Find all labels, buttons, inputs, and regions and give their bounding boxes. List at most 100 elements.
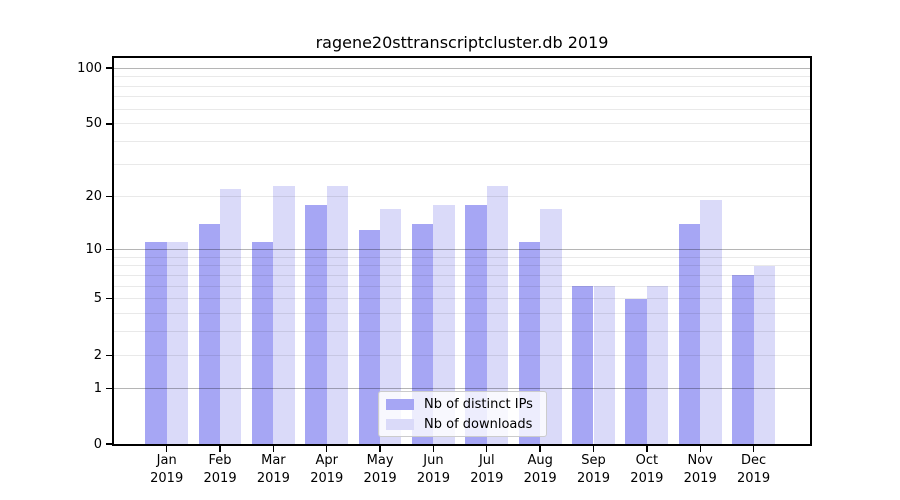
- x-tick-year-jun: 2019: [416, 470, 450, 486]
- bar-downloads-aug: [540, 209, 562, 444]
- minor-gridline-80: [114, 85, 810, 87]
- y-tick-label-5: 5: [93, 291, 102, 307]
- x-tick-month-jul: Jul: [478, 453, 495, 468]
- x-tick-month-apr: Apr: [315, 453, 339, 468]
- bar-ips-apr: [305, 204, 327, 444]
- bar-downloads-may: [380, 209, 402, 444]
- y-tick-label-10: 10: [85, 241, 102, 257]
- x-tick-year-nov: 2019: [683, 470, 717, 486]
- bar-ips-may: [358, 229, 381, 444]
- x-tick-month-jan: Jan: [156, 453, 177, 468]
- y-tick-0: [106, 443, 112, 445]
- x-tick-month-aug: Aug: [527, 453, 553, 468]
- x-tick-month-mar: Mar: [261, 453, 286, 468]
- x-tick-aug: [539, 446, 541, 452]
- y-tick-label-100: 100: [77, 60, 102, 76]
- bar-ips-oct: [625, 298, 647, 444]
- legend: Nb of distinct IPs Nb of downloads: [378, 391, 547, 437]
- minor-gridline-50: [114, 123, 810, 125]
- minor-gridline-2: [114, 354, 810, 356]
- bar-downloads-dec: [753, 265, 775, 444]
- major-gridline-1: [114, 387, 810, 389]
- x-tick-year-dec: 2019: [737, 470, 771, 486]
- x-tick-jun: [432, 446, 435, 452]
- x-tick-month-sep: Sep: [581, 453, 606, 468]
- x-tick-label-jan: Jan 2019: [136, 452, 198, 487]
- bar-ips-jan: [145, 242, 167, 444]
- legend-swatch-distinct-ips: [386, 398, 414, 410]
- minor-gridline-9: [114, 256, 810, 258]
- minor-gridline-5: [114, 298, 810, 300]
- x-tick-jan: [166, 446, 168, 452]
- x-tick-label-mar: Mar 2019: [242, 452, 304, 487]
- plot-area: [112, 56, 812, 446]
- x-tick-label-sep: Sep 2019: [563, 452, 625, 487]
- x-tick-dec: [752, 446, 755, 452]
- x-tick-sep: [592, 446, 595, 452]
- bar-downloads-nov: [700, 200, 722, 444]
- x-tick-month-dec: Dec: [740, 453, 767, 468]
- x-tick-year-feb: 2019: [203, 470, 237, 486]
- bar-ips-nov: [678, 223, 701, 444]
- x-tick-month-feb: Feb: [208, 453, 232, 468]
- bar-downloads-mar: [273, 185, 295, 444]
- y-tick-50: [106, 123, 112, 125]
- x-tick-label-jun: Jun 2019: [402, 452, 464, 487]
- x-tick-may: [379, 446, 381, 452]
- bar-downloads-feb: [220, 188, 242, 444]
- bar-downloads-sep: [593, 286, 615, 444]
- major-gridline-10: [114, 248, 810, 250]
- bar-downloads-jan: [166, 242, 189, 444]
- x-tick-mar: [272, 446, 275, 452]
- y-tick-label-20: 20: [85, 188, 102, 204]
- x-tick-month-may: May: [366, 453, 394, 468]
- chart-title: ragene20sttranscriptcluster.db 2019: [315, 33, 609, 52]
- bar-ips-dec: [732, 275, 754, 444]
- minor-gridline-7: [114, 274, 810, 276]
- y-tick-10: [106, 248, 112, 250]
- legend-entry-downloads: Nb of downloads: [386, 416, 546, 432]
- x-tick-month-nov: Nov: [687, 453, 713, 468]
- minor-gridline-8: [114, 265, 810, 267]
- x-tick-label-feb: Feb 2019: [189, 452, 251, 487]
- bar-downloads-oct: [646, 286, 669, 444]
- x-tick-month-oct: Oct: [635, 453, 659, 468]
- x-tick-year-jan: 2019: [150, 470, 184, 486]
- x-tick-feb: [219, 446, 221, 452]
- minor-gridline-40: [114, 141, 810, 143]
- y-tick-label-1: 1: [93, 380, 102, 396]
- minor-gridline-4: [114, 313, 810, 315]
- x-tick-label-may: May 2019: [349, 452, 411, 487]
- bar-ips-mar: [252, 242, 274, 444]
- x-tick-apr: [326, 446, 328, 452]
- legend-entry-distinct-ips: Nb of distinct IPs: [386, 396, 546, 412]
- x-tick-year-jul: 2019: [470, 470, 504, 486]
- x-tick-label-nov: Nov 2019: [669, 452, 731, 487]
- x-tick-label-oct: Oct 2019: [616, 452, 678, 487]
- bar-downloads-jun: [433, 204, 455, 444]
- x-tick-jul: [486, 446, 488, 452]
- y-tick-2: [106, 354, 112, 356]
- x-tick-month-jun: Jun: [423, 453, 444, 468]
- bar-ips-feb: [198, 223, 221, 444]
- x-tick-label-jul: Jul 2019: [456, 452, 518, 487]
- y-tick-label-2: 2: [93, 347, 102, 363]
- x-tick-label-aug: Aug 2019: [509, 452, 571, 487]
- x-tick-nov: [699, 446, 701, 452]
- bar-downloads-jul: [486, 185, 509, 444]
- x-tick-year-oct: 2019: [630, 470, 664, 486]
- bar-ips-sep: [572, 286, 594, 444]
- minor-gridline-30: [114, 164, 810, 166]
- x-tick-label-dec: Dec 2019: [723, 452, 785, 487]
- x-tick-year-aug: 2019: [523, 470, 557, 486]
- minor-gridline-90: [114, 76, 810, 78]
- minor-gridline-20: [114, 195, 810, 197]
- minor-gridline-3: [114, 331, 810, 333]
- major-gridline-100: [114, 67, 810, 69]
- x-tick-year-sep: 2019: [576, 470, 611, 486]
- bar-downloads-apr: [326, 185, 349, 444]
- legend-label-distinct-ips: Nb of distinct IPs: [424, 396, 533, 412]
- x-tick-year-may: 2019: [363, 470, 397, 486]
- legend-swatch-downloads: [386, 418, 414, 430]
- x-tick-year-apr: 2019: [310, 470, 344, 486]
